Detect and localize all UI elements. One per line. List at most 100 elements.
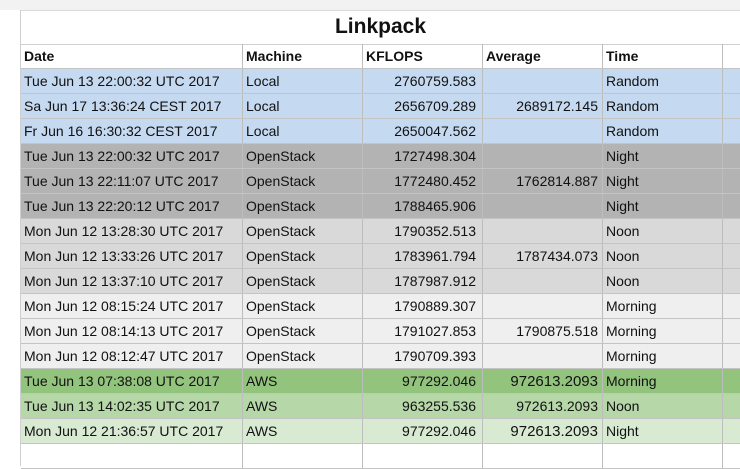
machine-cell[interactable]: Local [243,119,363,143]
machine-cell[interactable]: OpenStack [243,194,363,218]
average-cell[interactable] [483,144,603,168]
date-cell[interactable]: Tue Jun 13 22:00:32 UTC 2017 [21,144,243,168]
machine-cell[interactable]: OpenStack [243,269,363,293]
date-cell[interactable]: Tue Jun 13 07:38:08 UTC 2017 [21,369,243,393]
empty-cell[interactable] [723,419,740,443]
average-cell[interactable]: 2689172.145 [483,94,603,118]
date-cell[interactable]: Mon Jun 12 21:36:57 UTC 2017 [21,419,243,443]
time-cell[interactable]: Night [603,419,723,443]
empty-cell[interactable] [723,244,740,268]
empty-cell[interactable] [723,69,740,93]
average-cell[interactable]: 972613.2093 [483,419,603,443]
empty-cell[interactable] [723,344,740,368]
header-date[interactable]: Date [21,44,243,68]
kflops-cell[interactable]: 963255.536 [363,394,483,418]
kflops-cell[interactable]: 1788465.906 [363,194,483,218]
date-cell[interactable]: Tue Jun 13 22:20:12 UTC 2017 [21,194,243,218]
average-cell[interactable] [483,344,603,368]
machine-cell[interactable]: Local [243,69,363,93]
empty-cell[interactable] [723,369,740,393]
empty-cell[interactable] [483,444,603,468]
kflops-cell[interactable]: 1790352.513 [363,219,483,243]
kflops-cell[interactable]: 1727498.304 [363,144,483,168]
average-cell[interactable]: 972613.2093 [483,394,603,418]
date-cell[interactable]: Fr Jun 16 16:30:32 CEST 2017 [21,119,243,143]
average-cell[interactable] [483,269,603,293]
empty-cell[interactable] [723,319,740,343]
date-cell[interactable]: Tue Jun 13 22:00:32 UTC 2017 [21,69,243,93]
empty-cell[interactable] [603,444,723,468]
average-cell[interactable]: 1790875.518 [483,319,603,343]
machine-cell[interactable]: OpenStack [243,319,363,343]
time-cell[interactable]: Morning [603,319,723,343]
header-time[interactable]: Time [603,44,723,68]
date-cell[interactable]: Mon Jun 12 13:28:30 UTC 2017 [21,219,243,243]
kflops-cell[interactable]: 977292.046 [363,369,483,393]
empty-cell[interactable] [723,169,740,193]
empty-cell[interactable] [723,394,740,418]
machine-cell[interactable]: OpenStack [243,244,363,268]
kflops-cell[interactable]: 1772480.452 [363,169,483,193]
average-cell[interactable]: 972613.2093 [483,369,603,393]
time-cell[interactable]: Night [603,144,723,168]
empty-cell[interactable] [723,144,740,168]
date-cell[interactable]: Mon Jun 12 08:14:13 UTC 2017 [21,319,243,343]
empty-cell[interactable] [243,444,363,468]
average-cell[interactable] [483,69,603,93]
average-cell[interactable] [483,194,603,218]
time-cell[interactable]: Noon [603,244,723,268]
header-average[interactable]: Average [483,44,603,68]
machine-cell[interactable]: AWS [243,394,363,418]
time-cell[interactable]: Random [603,119,723,143]
kflops-cell[interactable]: 1791027.853 [363,319,483,343]
machine-cell[interactable]: OpenStack [243,144,363,168]
kflops-cell[interactable]: 2760759.583 [363,69,483,93]
date-cell[interactable]: Mon Jun 12 08:15:24 UTC 2017 [21,294,243,318]
kflops-cell[interactable]: 1790889.307 [363,294,483,318]
empty-cell[interactable] [363,444,483,468]
average-cell[interactable] [483,294,603,318]
machine-cell[interactable]: AWS [243,369,363,393]
date-cell[interactable]: Mon Jun 12 08:12:47 UTC 2017 [21,344,243,368]
kflops-cell[interactable]: 977292.046 [363,419,483,443]
average-cell[interactable] [483,219,603,243]
kflops-cell[interactable]: 1790709.393 [363,344,483,368]
average-cell[interactable] [483,119,603,143]
date-cell[interactable]: Tue Jun 13 22:11:07 UTC 2017 [21,169,243,193]
time-cell[interactable]: Noon [603,269,723,293]
time-cell[interactable]: Noon [603,394,723,418]
empty-cell[interactable] [723,269,740,293]
kflops-cell[interactable]: 1783961.794 [363,244,483,268]
time-cell[interactable]: Noon [603,219,723,243]
time-cell[interactable]: Morning [603,294,723,318]
time-cell[interactable]: Random [603,69,723,93]
time-cell[interactable]: Night [603,194,723,218]
empty-cell[interactable] [723,94,740,118]
empty-cell[interactable] [723,194,740,218]
date-cell[interactable]: Mon Jun 12 13:37:10 UTC 2017 [21,269,243,293]
average-cell[interactable]: 1787434.073 [483,244,603,268]
machine-cell[interactable]: OpenStack [243,169,363,193]
kflops-cell[interactable]: 1787987.912 [363,269,483,293]
date-cell[interactable]: Sa Jun 17 13:36:24 CEST 2017 [21,94,243,118]
date-cell[interactable]: Mon Jun 12 13:33:26 UTC 2017 [21,244,243,268]
kflops-cell[interactable]: 2656709.289 [363,94,483,118]
empty-cell[interactable] [21,444,243,468]
average-cell[interactable]: 1762814.887 [483,169,603,193]
kflops-cell[interactable]: 2650047.562 [363,119,483,143]
empty-cell[interactable] [723,444,740,468]
time-cell[interactable]: Morning [603,369,723,393]
time-cell[interactable]: Morning [603,344,723,368]
machine-cell[interactable]: OpenStack [243,294,363,318]
machine-cell[interactable]: OpenStack [243,344,363,368]
machine-cell[interactable]: OpenStack [243,219,363,243]
time-cell[interactable]: Night [603,169,723,193]
empty-cell[interactable] [723,219,740,243]
empty-cell[interactable] [723,119,740,143]
header-empty-cell[interactable] [723,44,740,68]
machine-cell[interactable]: AWS [243,419,363,443]
header-machine[interactable]: Machine [243,44,363,68]
machine-cell[interactable]: Local [243,94,363,118]
date-cell[interactable]: Tue Jun 13 14:02:35 UTC 2017 [21,394,243,418]
time-cell[interactable]: Random [603,94,723,118]
